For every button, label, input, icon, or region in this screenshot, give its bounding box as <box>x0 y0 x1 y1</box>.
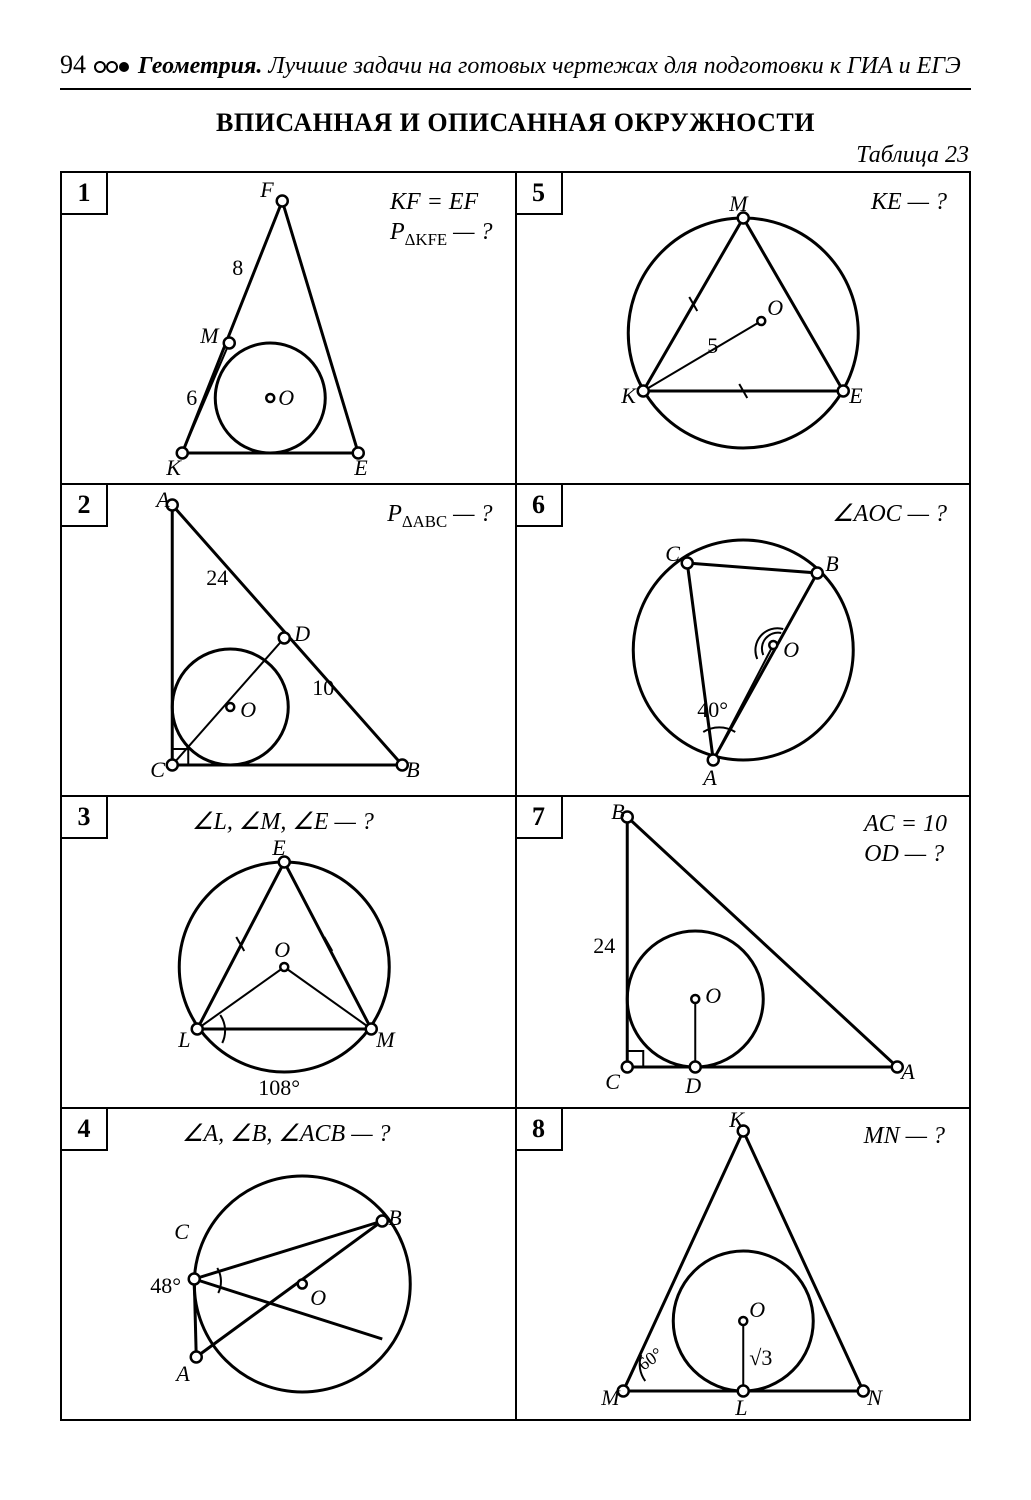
val-10: 10 <box>312 675 334 700</box>
section-title: ВПИСАННАЯ И ОПИСАННАЯ ОКРУЖНОСТИ <box>60 108 971 138</box>
lbl-A: A <box>899 1059 915 1084</box>
problems-table: 1 KF = EF PΔKFE — ? F M O K E 8 6 5 KE —… <box>60 171 971 1421</box>
lbl-B: B <box>406 757 419 782</box>
cell-number: 5 <box>517 173 563 215</box>
lbl-M: M <box>375 1027 396 1052</box>
q-sub: ΔABC <box>402 512 447 531</box>
table-caption: Таблица 23 <box>60 142 969 169</box>
val-48: 48° <box>150 1273 181 1298</box>
cell-8: 8 MN — ? K M N L O 60° √3 <box>516 1108 971 1420</box>
lbl-M: M <box>199 323 220 348</box>
cell-4: 4 ∠A, ∠B, ∠ACB — ? C B A O 48° <box>61 1108 516 1420</box>
cell-7-question: AC = 10 OD — ? <box>864 809 947 869</box>
cell-3-question: ∠L, ∠M, ∠E — ? <box>192 807 374 837</box>
header-rule <box>60 88 971 90</box>
figure-6: A B C O 40° <box>517 485 970 795</box>
val-r3: √3 <box>749 1345 772 1370</box>
cell-6: 6 ∠AOC — ? A B C O 40° <box>516 484 971 796</box>
cell-number: 4 <box>62 1109 108 1151</box>
cell-6-question: ∠AOC — ? <box>832 499 947 529</box>
val-24: 24 <box>593 933 615 958</box>
lbl-C: C <box>665 541 680 566</box>
lbl-O: O <box>767 295 783 320</box>
lbl-E: E <box>271 835 286 860</box>
lbl-O: O <box>749 1297 765 1322</box>
lbl-C: C <box>605 1069 620 1094</box>
lbl-N: N <box>866 1385 883 1410</box>
q-pre: P <box>387 501 402 527</box>
lbl-M: M <box>600 1385 621 1410</box>
val-40: 40° <box>697 697 728 722</box>
lbl-D: D <box>684 1073 701 1098</box>
lbl-B: B <box>611 799 624 824</box>
q-rest: — ? <box>447 501 492 527</box>
cell-5: 5 KE — ? M K E O 5 <box>516 172 971 484</box>
lbl-C: C <box>150 757 165 782</box>
lbl-O: O <box>783 637 799 662</box>
q-line2: OD — ? <box>864 841 944 867</box>
lbl-E: E <box>353 455 368 480</box>
q-line1: AC = 10 <box>864 811 947 837</box>
cell-number: 1 <box>62 173 108 215</box>
lbl-L: L <box>177 1027 190 1052</box>
cell-number: 2 <box>62 485 108 527</box>
lbl-O: O <box>310 1285 326 1310</box>
q-line2: PΔKFE — ? <box>390 219 493 245</box>
figure-4: C B A O 48° <box>62 1109 515 1419</box>
val-60: 60° <box>634 1343 666 1374</box>
cell-number: 3 <box>62 797 108 839</box>
figure-8: K M N L O 60° √3 <box>517 1109 970 1419</box>
lbl-A: A <box>154 487 170 512</box>
figure-5: M K E O 5 <box>517 173 970 483</box>
q-rest: — ? <box>447 219 492 245</box>
lbl-A: A <box>701 765 717 790</box>
cell-2-question: PΔABC — ? <box>387 499 492 533</box>
val-8: 8 <box>232 255 243 280</box>
q-line1: KF = EF <box>390 189 478 215</box>
cell-number: 8 <box>517 1109 563 1151</box>
q-sub: ΔKFE <box>405 230 448 249</box>
lbl-E: E <box>848 383 863 408</box>
book-title: Геометрия. Лучшие задачи на готовых черт… <box>138 53 961 80</box>
cell-8-question: MN — ? <box>864 1121 945 1151</box>
val-6: 6 <box>186 385 197 410</box>
page-header: 94 Геометрия. Лучшие задачи на готовых ч… <box>60 50 971 80</box>
cell-5-question: KE — ? <box>871 187 947 217</box>
lbl-F: F <box>259 177 274 202</box>
val-24: 24 <box>206 565 228 590</box>
lbl-O: O <box>240 697 256 722</box>
lbl-L: L <box>734 1395 747 1419</box>
cell-number: 7 <box>517 797 563 839</box>
cell-2: 2 PΔABC — ? A B C D O 24 10 <box>61 484 516 796</box>
val-5: 5 <box>707 333 718 358</box>
book-title-rest: Лучшие задачи на готовых чертежах для по… <box>268 53 960 79</box>
cell-number: 6 <box>517 485 563 527</box>
lbl-O: O <box>274 937 290 962</box>
page-number: 94 <box>60 50 86 80</box>
cell-3: 3 ∠L, ∠M, ∠E — ? E L M O 108° <box>61 796 516 1108</box>
lbl-C: C <box>174 1219 189 1244</box>
val-108: 108° <box>258 1075 300 1100</box>
figure-3: E L M O 108° <box>62 797 515 1107</box>
lbl-D: D <box>293 621 310 646</box>
cell-1-question: KF = EF PΔKFE — ? <box>390 187 493 251</box>
q-pre: P <box>390 219 405 245</box>
lbl-K: K <box>728 1109 745 1132</box>
book-title-bold: Геометрия. <box>138 53 262 79</box>
lbl-O: O <box>705 983 721 1008</box>
cell-7: 7 AC = 10 OD — ? B C A D O 24 <box>516 796 971 1108</box>
lbl-M: M <box>728 191 749 216</box>
bullets-icon <box>92 59 132 75</box>
cell-4-question: ∠A, ∠B, ∠ACB — ? <box>182 1119 391 1149</box>
lbl-K: K <box>165 455 182 480</box>
lbl-B: B <box>388 1205 401 1230</box>
lbl-A: A <box>174 1361 190 1386</box>
lbl-O: O <box>278 385 294 410</box>
lbl-B: B <box>825 551 838 576</box>
cell-1: 1 KF = EF PΔKFE — ? F M O K E 8 6 <box>61 172 516 484</box>
lbl-K: K <box>620 383 637 408</box>
